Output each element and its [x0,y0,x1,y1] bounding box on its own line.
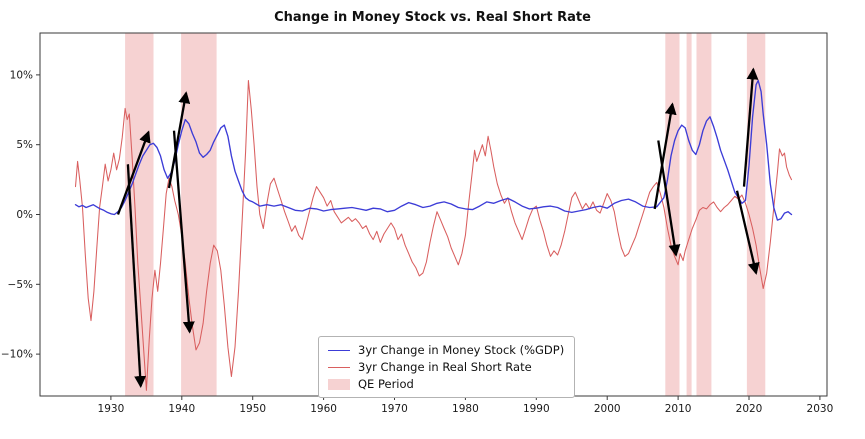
short-rate-line-swatch [328,366,350,368]
svg-text:1990: 1990 [523,403,550,415]
x-axis: 1930 1940 1950 1960 1970 1980 1990 2000 2010 2020… [98,396,834,415]
legend-label-qe: QE Period [358,377,414,391]
svg-text:1940: 1940 [168,403,195,415]
svg-text:−5%: −5% [8,279,33,291]
svg-text:−10%: −10% [1,349,33,361]
legend-label-short-rate: 3yr Change in Real Short Rate [358,360,532,374]
svg-text:2030: 2030 [807,403,834,415]
legend-label-money-stock: 3yr Change in Money Stock (%GDP) [358,343,565,357]
svg-text:1970: 1970 [381,403,408,415]
legend-item-qe: QE Period [328,377,564,391]
legend: 3yr Change in Money Stock (%GDP) 3yr Cha… [318,336,576,398]
money-stock-line-swatch [328,349,350,351]
annotation-arrows [116,67,760,388]
svg-text:1950: 1950 [239,403,266,415]
svg-text:2010: 2010 [665,403,692,415]
svg-text:2000: 2000 [594,403,621,415]
y-axis: −10% −5% 0% 5% 10% [1,69,40,361]
svg-text:5%: 5% [16,139,33,151]
chart-title: Change in Money Stock vs. Real Short Rat… [274,10,591,25]
legend-item-money-stock: 3yr Change in Money Stock (%GDP) [328,343,564,357]
legend-item-short-rate: 3yr Change in Real Short Rate [328,360,564,374]
svg-text:0%: 0% [16,209,33,221]
svg-text:1980: 1980 [452,403,479,415]
svg-text:1930: 1930 [98,403,125,415]
qe-period-patch-swatch [328,378,350,390]
svg-text:2020: 2020 [736,403,763,415]
svg-text:1960: 1960 [310,403,337,415]
svg-text:10%: 10% [10,69,33,81]
money-stock-line [74,79,793,221]
